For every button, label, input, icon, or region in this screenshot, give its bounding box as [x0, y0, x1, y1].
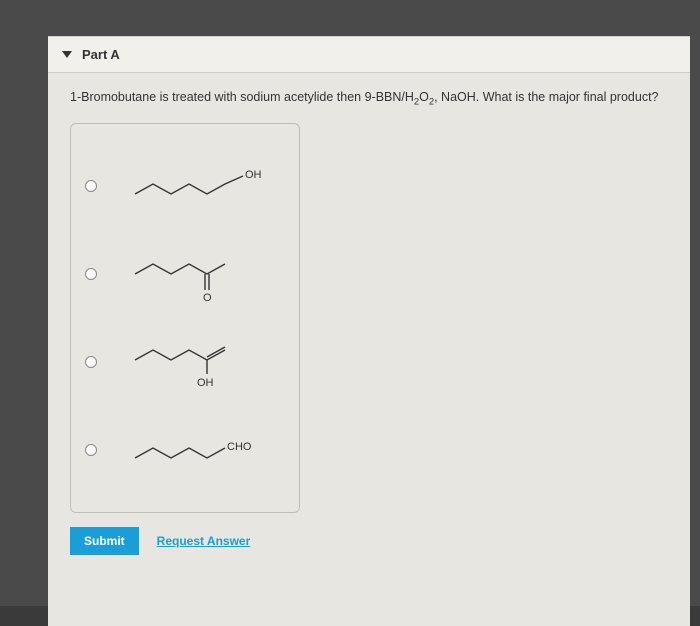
- options-box: OH O: [70, 123, 300, 513]
- question-prefix: 1-Bromobutane is treated with sodium ace…: [70, 90, 414, 104]
- request-answer-link[interactable]: Request Answer: [157, 534, 251, 548]
- part-label: Part A: [82, 47, 120, 62]
- option-row[interactable]: O: [85, 230, 285, 318]
- option-label: CHO: [227, 441, 252, 453]
- option-label: OH: [245, 169, 262, 181]
- question-text: 1-Bromobutane is treated with sodium ace…: [70, 89, 668, 109]
- radio-icon[interactable]: [85, 180, 97, 192]
- question-suffix: , NaOH. What is the major final product?: [434, 90, 658, 104]
- radio-icon[interactable]: [85, 444, 97, 456]
- part-header[interactable]: Part A: [48, 36, 690, 73]
- option-label: O: [203, 292, 212, 304]
- radio-icon[interactable]: [85, 356, 97, 368]
- option-row[interactable]: OH: [85, 142, 285, 230]
- structure-enol: OH: [115, 332, 285, 392]
- option-row[interactable]: OH: [85, 318, 285, 406]
- question-mid1: O: [419, 90, 429, 104]
- radio-icon[interactable]: [85, 268, 97, 280]
- actions-bar: Submit Request Answer: [70, 527, 668, 555]
- question-area: 1-Bromobutane is treated with sodium ace…: [48, 73, 690, 565]
- outer-frame: Part A 1-Bromobutane is treated with sod…: [0, 0, 700, 606]
- submit-button[interactable]: Submit: [70, 527, 139, 555]
- structure-ketone: O: [115, 244, 285, 304]
- chevron-down-icon: [62, 51, 72, 58]
- option-row[interactable]: CHO: [85, 406, 285, 494]
- content-paper: Part A 1-Bromobutane is treated with sod…: [48, 36, 690, 626]
- option-label: OH: [197, 377, 214, 389]
- structure-aldehyde: CHO: [115, 420, 285, 480]
- structure-hexyl-oh: OH: [115, 156, 285, 216]
